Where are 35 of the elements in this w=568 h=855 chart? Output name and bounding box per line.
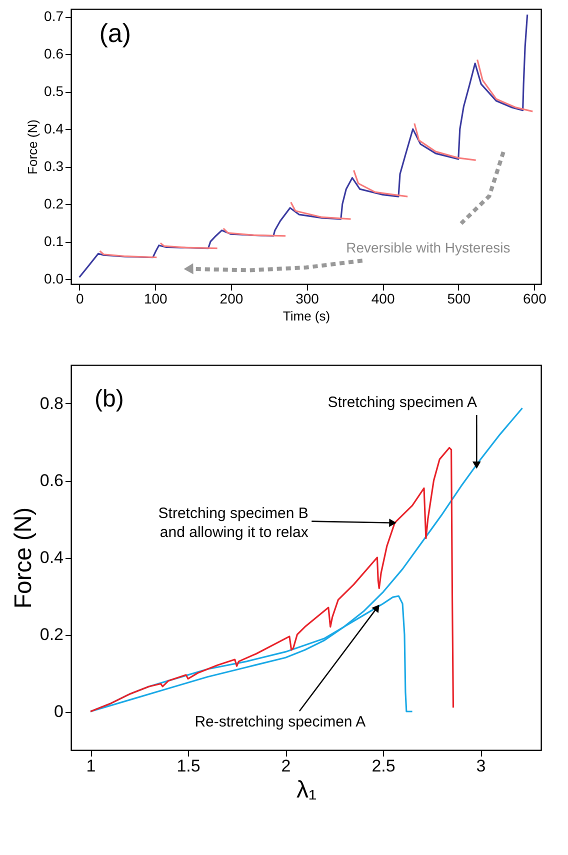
annotation: (b) bbox=[94, 386, 124, 413]
x-tick-label: 3 bbox=[476, 756, 486, 776]
annotation: (a) bbox=[99, 18, 131, 48]
y-tick-label: 0.1 bbox=[44, 233, 64, 250]
x-tick-label: 500 bbox=[447, 290, 471, 306]
y-tick-label: 0.8 bbox=[40, 394, 64, 413]
y-tick-label: 0.6 bbox=[44, 46, 64, 62]
x-tick-label: 2.5 bbox=[372, 756, 396, 776]
x-tick-label: 100 bbox=[144, 290, 168, 306]
x-tick-label: 2 bbox=[281, 756, 291, 776]
annotation: Re-stretching specimen A bbox=[194, 714, 366, 731]
x-tick-label: 300 bbox=[296, 290, 320, 306]
y-tick-label: 0.3 bbox=[44, 158, 64, 174]
x-tick-label: 200 bbox=[220, 290, 244, 306]
y-tick-label: 0.4 bbox=[40, 548, 64, 567]
x-axis-title: λ₁ bbox=[296, 776, 317, 804]
y-tick-label: 0.7 bbox=[44, 8, 64, 24]
y-tick-label: 0.0 bbox=[44, 270, 64, 287]
x-tick-label: 400 bbox=[371, 290, 395, 306]
x-axis-title: Time (s) bbox=[282, 308, 330, 324]
y-axis-title: Force (N) bbox=[10, 507, 37, 609]
x-tick-label: 600 bbox=[523, 290, 547, 306]
annotation: Reversible with Hysteresis bbox=[346, 239, 510, 256]
y-tick-label: 0.2 bbox=[40, 625, 64, 644]
y-tick-label: 0.6 bbox=[40, 471, 64, 490]
y-tick-label: 0.5 bbox=[44, 83, 64, 100]
y-tick-label: 0.2 bbox=[44, 196, 64, 212]
y-tick-label: 0 bbox=[54, 702, 64, 721]
annotation: Stretching specimen A bbox=[328, 394, 477, 411]
x-tick-label: 1.5 bbox=[176, 756, 200, 776]
x-tick-label: 0 bbox=[76, 290, 84, 306]
annotation: Stretching specimen B and allowing it to relax bbox=[158, 505, 309, 541]
y-axis-title: Force (N) bbox=[25, 120, 40, 174]
y-tick-label: 0.4 bbox=[44, 120, 64, 137]
x-tick-label: 1 bbox=[86, 756, 96, 776]
